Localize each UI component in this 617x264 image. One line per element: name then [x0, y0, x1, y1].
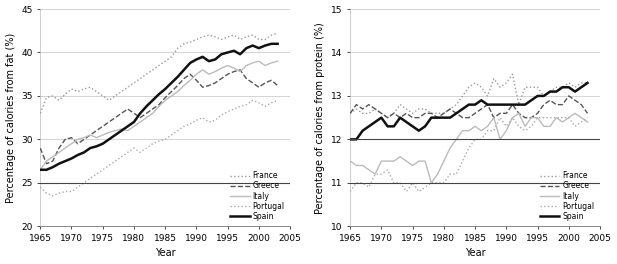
Legend: France, Greece, Italy, Portugal, Spain: France, Greece, Italy, Portugal, Spain: [539, 170, 596, 223]
X-axis label: Year: Year: [465, 248, 486, 258]
Y-axis label: Percentage of calories from fat (%): Percentage of calories from fat (%): [6, 32, 15, 203]
Y-axis label: Percentage of calories from protein (%): Percentage of calories from protein (%): [315, 22, 325, 214]
Legend: France, Greece, Italy, Portugal, Spain: France, Greece, Italy, Portugal, Spain: [229, 170, 286, 223]
X-axis label: Year: Year: [155, 248, 175, 258]
